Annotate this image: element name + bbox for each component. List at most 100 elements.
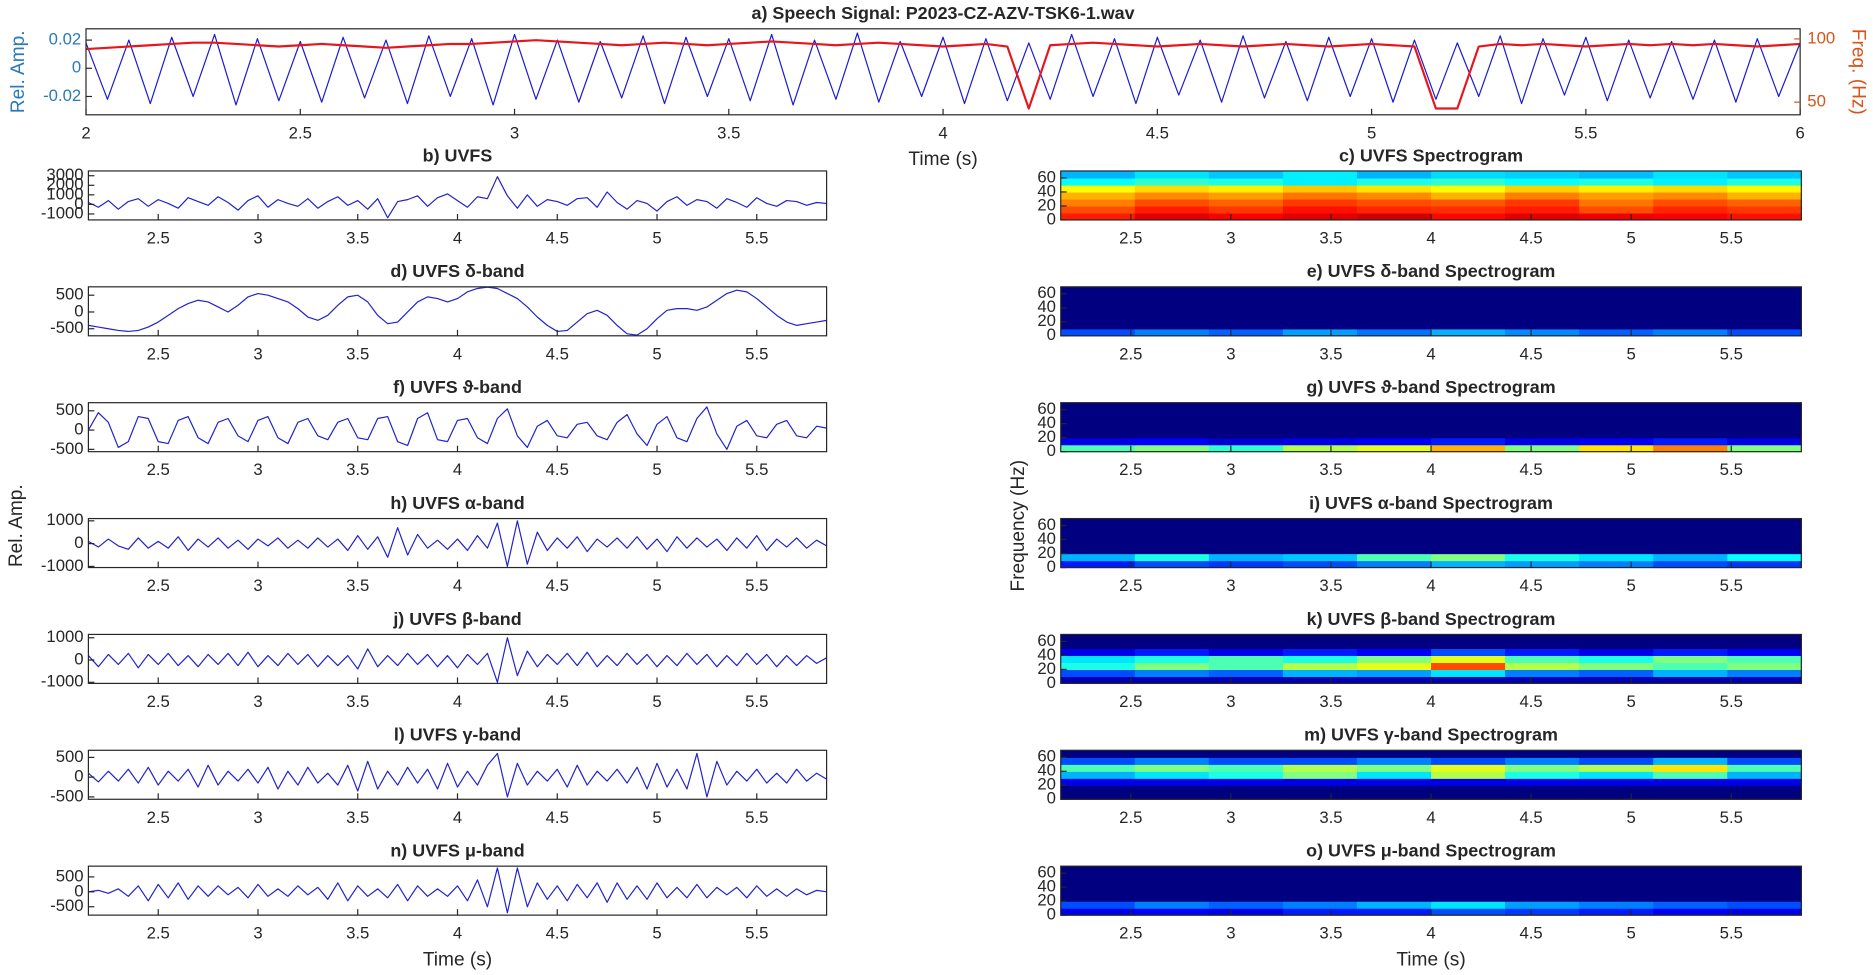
spectrogram-cell: [1357, 410, 1432, 418]
spectrogram-cell: [1061, 764, 1136, 772]
spectrogram-cell: [1653, 771, 1728, 779]
panel-title: i) UVFS α-band Spectrogram: [1309, 493, 1553, 513]
spectrogram-cell: [1135, 287, 1210, 295]
spectrogram-cell: [1579, 785, 1654, 793]
spectrogram-cell: [1061, 308, 1136, 316]
spectrogram-cell: [1357, 301, 1432, 309]
spectrogram-cell: [1357, 750, 1432, 758]
spectrogram-cell: [1579, 901, 1654, 909]
spectrogram-cell: [1061, 431, 1136, 439]
spectrogram-cell: [1653, 873, 1728, 881]
spectrogram-cell: [1135, 873, 1210, 881]
x-tick-label: 4: [1426, 344, 1435, 363]
x-tick-label: 4: [1426, 576, 1435, 595]
spectrogram-cell: [1727, 641, 1802, 649]
spectrogram-cell: [1061, 778, 1136, 786]
y-tick-label: -500: [50, 439, 83, 458]
spectrogram-cell: [1727, 315, 1802, 323]
x-tick-label: 5.5: [1720, 576, 1743, 595]
spectrogram-cell: [1283, 533, 1358, 541]
x-tick-label: 5.5: [745, 344, 768, 363]
spectrogram-cell: [1505, 519, 1580, 527]
spectrogram-cell: [1135, 554, 1210, 562]
x-tick-label: 3.5: [346, 692, 369, 711]
spectrogram-cell: [1209, 669, 1284, 677]
x-tick-label: 4: [453, 576, 462, 595]
x-tick-label: 2.5: [289, 123, 312, 142]
x-tick-label: 5.5: [745, 924, 768, 943]
x-tick-label: 4.5: [1519, 692, 1542, 711]
spectrogram-cell: [1505, 424, 1580, 432]
spectrogram-cell: [1727, 322, 1802, 330]
spectrogram-cell: [1579, 873, 1654, 881]
panel-title: j) UVFS β-band: [392, 609, 521, 629]
spectrogram-cell: [1653, 294, 1728, 302]
spectrogram-cell: [1653, 519, 1728, 527]
y-tick-label: 60: [1037, 515, 1056, 534]
spectrogram-cell: [1135, 322, 1210, 330]
x-tick-label: 5: [652, 228, 661, 247]
x-tick-label: 2.5: [1119, 924, 1142, 943]
spectrogram-cell: [1135, 171, 1210, 179]
spectrogram-cell: [1505, 410, 1580, 418]
spectrogram-cell: [1357, 547, 1432, 555]
spectrogram-cell: [1727, 887, 1802, 895]
x-tick-label: 5.5: [745, 460, 768, 479]
panel-title: d) UVFS δ-band: [390, 261, 524, 281]
spectrogram-cell: [1061, 894, 1136, 902]
spectrogram-cell: [1727, 519, 1802, 527]
spectrogram-cell: [1283, 554, 1358, 562]
spectrogram-cell: [1135, 866, 1210, 874]
spectrogram-cell: [1579, 554, 1654, 562]
spectrogram-cell: [1135, 438, 1210, 446]
spectrogram-cell: [1431, 547, 1506, 555]
spectrogram-cell: [1505, 873, 1580, 881]
spectrogram-cell: [1357, 294, 1432, 302]
spectrogram-cell: [1505, 178, 1580, 186]
spectrogram-cell: [1505, 750, 1580, 758]
spectrogram-cell: [1135, 655, 1210, 663]
spectrogram-cell: [1431, 901, 1506, 909]
spectrogram-cell: [1061, 634, 1136, 642]
plot-background: [88, 287, 826, 336]
spectrogram-cell: [1579, 417, 1654, 425]
spectrogram-cell: [1505, 315, 1580, 323]
spectrogram-cell: [1653, 417, 1728, 425]
x-axis-label: Time (s): [1396, 950, 1465, 971]
spectrogram-cell: [1431, 887, 1506, 895]
x-tick-label: 4.5: [546, 808, 569, 827]
spectrogram-cell: [1431, 206, 1506, 214]
x-tick-label: 2.5: [147, 924, 170, 943]
x-tick-label: 4.5: [1519, 576, 1542, 595]
spectrogram-cell: [1579, 206, 1654, 214]
spectrogram-cell: [1283, 185, 1358, 193]
x-tick-label: 5: [652, 344, 661, 363]
spectrogram-cell: [1505, 294, 1580, 302]
spectrogram-cell: [1283, 750, 1358, 758]
spectrogram-cell: [1727, 778, 1802, 786]
spectrogram-cell: [1061, 873, 1136, 881]
spectrogram-cell: [1431, 669, 1506, 677]
spectrogram-cell: [1209, 887, 1284, 895]
spectrogram-cell: [1727, 403, 1802, 411]
x-tick-label: 3.5: [1319, 344, 1342, 363]
spectrogram-cell: [1209, 641, 1284, 649]
spectrogram-cell: [1357, 185, 1432, 193]
spectrogram-cell: [1135, 308, 1210, 316]
spectrogram-cell: [1357, 764, 1432, 772]
spectrogram-cell: [1209, 526, 1284, 534]
spectrogram-cell: [1135, 431, 1210, 439]
spectrogram-cell: [1431, 178, 1506, 186]
spectrogram-cell: [1653, 308, 1728, 316]
spectrogram-cell: [1653, 669, 1728, 677]
x-tick-label: 3: [1226, 344, 1235, 363]
spectrogram-cell: [1431, 662, 1506, 670]
spectrogram-cell: [1283, 901, 1358, 909]
spectrogram-cell: [1727, 662, 1802, 670]
x-tick-label: 3.5: [717, 123, 740, 142]
spectrogram-cell: [1727, 648, 1802, 656]
spectrogram-cell: [1505, 866, 1580, 874]
x-tick-label: 5.5: [745, 692, 768, 711]
x-tick-label: 3: [1226, 692, 1235, 711]
plot-background: [88, 519, 826, 568]
